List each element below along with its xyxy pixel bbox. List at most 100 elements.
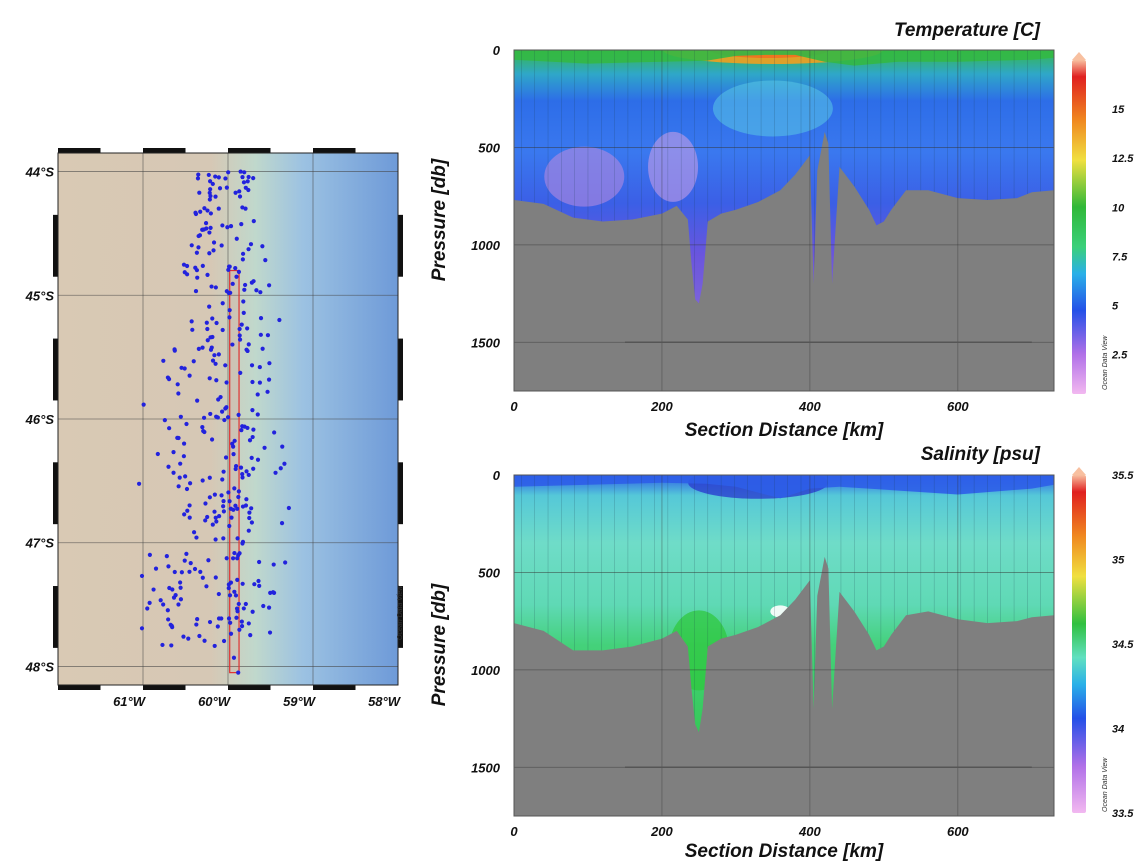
station-point <box>250 434 255 440</box>
station-point <box>207 495 212 500</box>
station-point <box>236 552 241 558</box>
colorbar-tick-label: 15 <box>1112 104 1125 116</box>
station-point <box>184 486 190 492</box>
station-point <box>239 619 244 624</box>
station-point <box>240 541 245 546</box>
station-point <box>251 219 256 224</box>
station-point <box>186 636 191 641</box>
station-point <box>175 435 180 440</box>
map-lat-labels: 44°S 45°S 46°S 47°S 48°S <box>25 165 55 675</box>
map-frame-segment <box>58 685 101 690</box>
station-point <box>216 175 221 180</box>
station-point <box>208 179 213 184</box>
station-point <box>225 415 231 420</box>
station-point <box>242 424 247 429</box>
station-point <box>196 346 201 351</box>
cold-water-anomaly <box>544 146 625 207</box>
station-point <box>258 332 263 337</box>
station-point <box>255 392 260 397</box>
station-point <box>203 221 209 226</box>
station-point <box>260 244 265 249</box>
station-point <box>244 497 249 502</box>
pressure-tick-label: 1500 <box>471 335 501 350</box>
colorbar-tick-label: 35.5 <box>1112 470 1134 482</box>
station-point <box>184 421 189 427</box>
station-point <box>221 499 226 504</box>
station-point <box>223 176 228 181</box>
salinity-colorbar: 35.5 35 34.5 34 33.5 <box>1072 467 1134 820</box>
station-point <box>153 566 159 571</box>
station-point <box>226 490 231 495</box>
station-point <box>161 602 166 607</box>
station-point <box>228 631 234 636</box>
station-point <box>166 464 171 469</box>
station-point <box>220 409 225 414</box>
station-point <box>169 643 174 648</box>
station-point <box>193 265 198 270</box>
station-point <box>250 408 255 413</box>
map-frame-segment <box>398 214 403 277</box>
station-point <box>202 206 207 211</box>
station-point <box>260 346 265 351</box>
station-point <box>176 602 181 607</box>
station-point <box>207 230 212 235</box>
station-point <box>221 509 226 514</box>
station-point <box>184 551 189 557</box>
colorbar-tick-label: 10 <box>1112 202 1125 214</box>
station-point <box>248 632 253 638</box>
map-watermark: Ocean Data View <box>397 585 404 640</box>
station-point <box>221 469 226 474</box>
station-point <box>251 427 256 432</box>
salinity-ylabel: Pressure [db] <box>429 583 450 706</box>
station-point <box>218 394 223 400</box>
station-point <box>220 301 225 306</box>
station-point <box>238 465 244 470</box>
station-point <box>238 169 243 174</box>
station-point <box>178 580 183 585</box>
station-point <box>256 578 261 584</box>
station-point <box>214 320 219 326</box>
station-point <box>267 630 273 635</box>
station-point <box>235 556 240 561</box>
station-point <box>234 606 240 611</box>
station-point <box>212 353 217 358</box>
station-point <box>165 608 170 613</box>
station-point <box>232 589 237 594</box>
station-point <box>161 358 166 363</box>
station-point <box>208 193 213 199</box>
station-point <box>198 569 203 575</box>
salinity-xlabel: Section Distance [km] <box>685 841 884 862</box>
station-point <box>151 587 156 592</box>
mid-water-anomaly <box>712 80 833 137</box>
station-point <box>240 475 245 480</box>
station-point <box>233 593 239 598</box>
station-point <box>249 520 254 525</box>
station-point <box>204 226 209 231</box>
station-point <box>268 590 273 595</box>
station-point <box>171 595 177 600</box>
station-point <box>226 616 232 621</box>
distance-tick-label: 600 <box>947 399 969 414</box>
station-point <box>139 573 145 579</box>
map-lat-label: 44°S <box>25 165 55 180</box>
station-point <box>219 243 224 248</box>
station-point <box>175 382 180 387</box>
station-point <box>237 337 243 342</box>
temperature-watermark: Ocean Data View <box>1102 335 1109 390</box>
station-point <box>226 267 231 272</box>
station-point <box>222 417 227 423</box>
station-point <box>236 670 241 675</box>
station-point <box>237 333 242 338</box>
station-point <box>257 583 262 588</box>
station-point <box>267 361 272 366</box>
station-point <box>195 275 200 280</box>
station-point <box>210 316 215 321</box>
section-box-outline <box>229 269 240 674</box>
station-point <box>178 585 183 590</box>
station-point <box>226 170 231 175</box>
station-point <box>216 591 221 597</box>
station-point <box>177 475 182 480</box>
station-point <box>231 507 236 512</box>
station-point <box>257 559 262 565</box>
